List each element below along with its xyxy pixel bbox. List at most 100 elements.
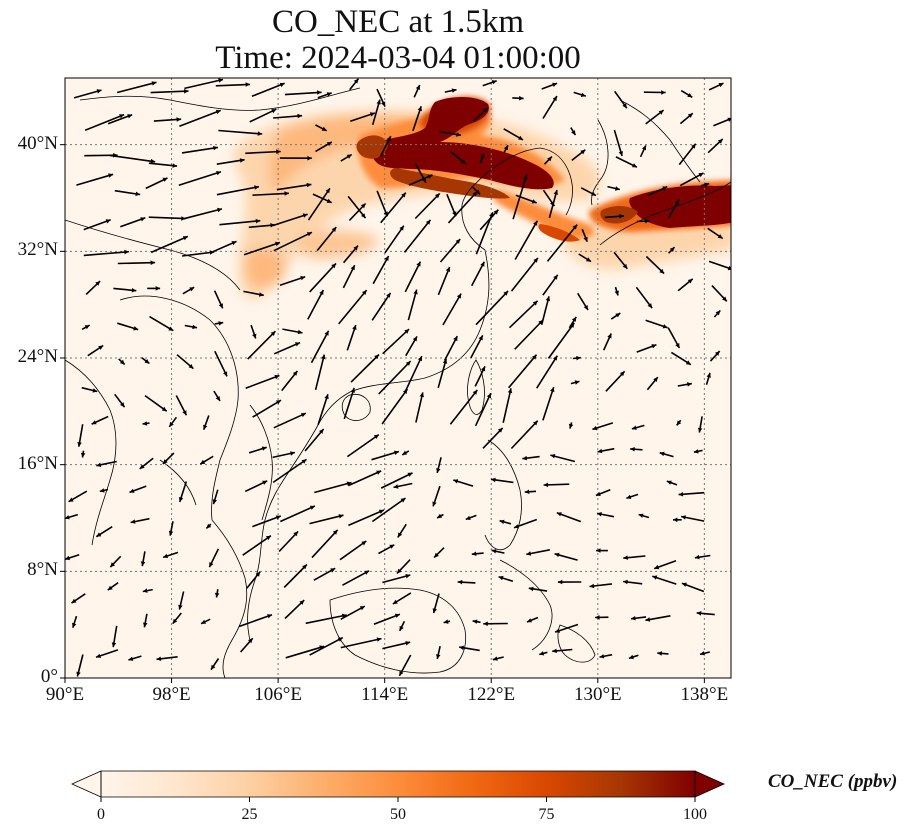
wind-arrow: [507, 354, 538, 389]
wind-arrow: [371, 292, 392, 321]
wind-arrow: [667, 327, 681, 349]
wind-arrow: [346, 433, 380, 458]
wind-arrow: [645, 319, 668, 329]
wind-arrow: [384, 225, 405, 254]
wind-arrow: [449, 389, 478, 425]
wind-arrow: [512, 174, 528, 220]
wind-arrow: [599, 653, 613, 659]
wind-arrow: [502, 388, 513, 423]
wind-arrow: [214, 589, 220, 598]
wind-arrow: [284, 90, 322, 96]
wind-arrow: [248, 446, 267, 454]
wind-arrow: [508, 300, 539, 329]
wind-arrow: [315, 124, 328, 132]
wind-arrow: [510, 257, 539, 292]
wind-arrow: [432, 485, 441, 507]
wind-arrow: [343, 387, 355, 420]
wind-arrow: [404, 355, 423, 393]
wind-arrow: [273, 231, 313, 252]
wind-arrow: [184, 324, 198, 330]
wind-arrow: [348, 509, 385, 527]
wind-arrow: [279, 276, 306, 287]
wind-arrow: [473, 107, 489, 122]
wind-arrow: [91, 415, 109, 425]
wind-arrow: [613, 129, 623, 157]
wind-arrow: [437, 266, 451, 296]
wind-arrow: [309, 262, 337, 293]
wind-arrow: [596, 512, 615, 518]
wind-arrow: [252, 515, 282, 528]
wind-arrow: [140, 551, 146, 567]
wind-arrow: [474, 366, 486, 387]
wind-arrow: [475, 212, 494, 255]
wind-arrow: [109, 154, 156, 164]
wind-arrow: [491, 549, 505, 554]
wind-arrow: [143, 613, 148, 628]
wind-arrow: [117, 322, 139, 331]
wind-arrow: [307, 187, 331, 221]
wind-arrow: [162, 551, 179, 559]
wind-arrow: [639, 145, 647, 158]
wind-arrow: [83, 249, 129, 257]
wind-arrow: [578, 253, 592, 263]
wind-vector-field: [65, 78, 731, 677]
wind-arrow: [210, 658, 220, 671]
wind-arrow: [250, 324, 257, 339]
wind-arrow: [218, 129, 263, 136]
wind-arrow: [272, 451, 296, 459]
wind-arrow: [700, 182, 710, 187]
wind-arrow: [680, 89, 693, 98]
map-title-line2: Time: 2024-03-04 01:00:00: [215, 40, 581, 76]
wind-arrow: [503, 144, 509, 153]
wind-arrow: [543, 156, 553, 165]
wind-arrow: [247, 330, 276, 360]
wind-arrow: [679, 112, 694, 125]
wind-arrow: [145, 177, 168, 190]
wind-arrow: [199, 455, 214, 465]
wind-arrow: [503, 128, 524, 141]
wind-arrow: [550, 454, 576, 463]
wind-arrow: [96, 460, 117, 467]
wind-arrow: [447, 190, 478, 224]
wind-arrow: [378, 360, 412, 395]
wind-arrow: [602, 333, 612, 351]
lat-tick-label: 16°N: [17, 452, 58, 474]
wind-arrow: [577, 292, 589, 311]
wind-arrow: [252, 399, 282, 418]
wind-arrow: [142, 588, 153, 593]
wind-arrow: [571, 149, 586, 162]
wind-arrow: [630, 616, 647, 621]
wind-arrow: [147, 286, 161, 291]
wind-arrow: [279, 155, 312, 161]
wind-arrow: [699, 651, 710, 656]
wind-arrow: [178, 591, 185, 610]
wind-arrow: [472, 619, 481, 624]
lat-tick-label: 32°N: [17, 239, 58, 261]
wind-arrow: [697, 416, 703, 433]
wind-arrow: [339, 540, 367, 561]
wind-arrow: [172, 612, 182, 625]
wind-arrow: [526, 549, 550, 556]
wind-arrow: [150, 235, 189, 254]
wind-arrow: [554, 623, 579, 633]
wind-arrow: [677, 382, 692, 387]
wind-arrow: [680, 515, 705, 522]
wind-arrow: [666, 480, 678, 486]
wind-arrow: [213, 390, 221, 402]
wind-arrow: [346, 324, 357, 351]
colorbar-tick-label: 25: [241, 806, 258, 823]
wind-arrow: [433, 547, 445, 559]
wind-arrow: [175, 395, 188, 416]
wind-arrow: [316, 226, 337, 252]
wind-arrow: [570, 127, 577, 136]
wind-arrow: [314, 354, 326, 390]
wind-arrow: [340, 605, 366, 621]
wind-arrow: [439, 238, 461, 263]
wind-arrow: [541, 82, 558, 90]
wind-arrow: [568, 316, 577, 329]
wind-arrow: [242, 535, 272, 556]
wind-arrow: [482, 427, 504, 449]
wind-arrow: [113, 287, 137, 293]
wind-arrow: [673, 517, 682, 523]
wind-arrow: [84, 113, 125, 132]
